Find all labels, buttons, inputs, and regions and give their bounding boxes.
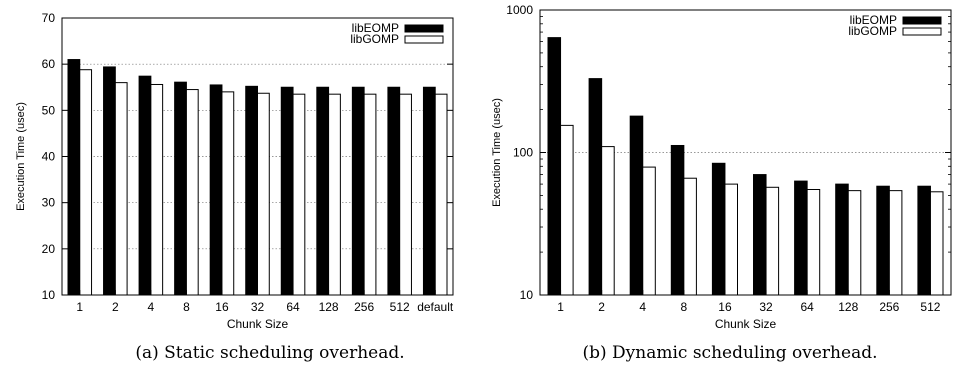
bar-libgomp <box>765 186 780 296</box>
x-tick-label: 32 <box>759 300 773 314</box>
bar-libeomp <box>316 86 330 296</box>
x-tick-label: 64 <box>286 300 300 314</box>
bar-libgomp <box>560 124 574 296</box>
plot-frame <box>61 17 454 296</box>
y-tick-label: 10 <box>520 288 534 302</box>
y-tick-label: 100 <box>513 146 533 160</box>
bar-libeomp <box>753 174 767 296</box>
legend-swatch <box>404 35 444 44</box>
bar-libgomp <box>888 190 903 296</box>
y-tick-label: 1000 <box>506 3 533 17</box>
x-tick-label: 256 <box>879 300 899 314</box>
x-tick-label: 4 <box>148 300 155 314</box>
bar-libgomp <box>150 83 164 296</box>
dynamic-scheduling-chart: 10 100 1000 1 2 4 8 16 32 64 128 256 512 Chunk Size Ex… <box>491 3 952 331</box>
x-tick-label: 64 <box>800 300 814 314</box>
caption-dynamic: (b) Dynamic scheduling overhead. <box>582 343 878 363</box>
bar-libgomp <box>434 93 448 296</box>
plot-frame <box>539 9 952 296</box>
bar-libgomp <box>806 188 821 296</box>
y-tick-label: 40 <box>42 150 56 164</box>
legend-swatch <box>902 27 942 36</box>
bar-libgomp <box>601 146 615 296</box>
bar-libgomp <box>399 93 412 296</box>
static-scheduling-chart: 10 20 30 40 50 60 70 1 2 4 8 16 32 64 128 256 512 default… <box>15 11 454 331</box>
bar-libgomp <box>724 183 739 296</box>
bar-libgomp <box>328 93 341 296</box>
bar-libeomp <box>711 162 726 296</box>
bar-libeomp <box>67 59 81 296</box>
y-tick-label: 70 <box>42 11 56 25</box>
bar-libgomp <box>221 91 235 296</box>
bar-libgomp <box>185 89 199 296</box>
x-axis-label: Chunk Size <box>227 317 289 331</box>
bar-libeomp <box>670 144 685 296</box>
x-tick-label: 512 <box>920 300 940 314</box>
bar-libeomp <box>138 75 152 296</box>
bar-libeomp <box>422 86 436 296</box>
bar-libgomp <box>847 190 862 296</box>
x-tick-label: 128 <box>838 300 858 314</box>
x-tick-label: 1 <box>557 300 564 314</box>
bar-libeomp <box>387 86 401 296</box>
bar-libgomp <box>929 191 944 296</box>
x-tick-label: 16 <box>718 300 732 314</box>
x-tick-label: 2 <box>112 300 119 314</box>
y-tick-label: 30 <box>42 196 56 210</box>
x-tick-label: 2 <box>598 300 605 314</box>
bar-libeomp <box>588 78 603 296</box>
bar-libeomp <box>876 185 890 296</box>
y-tick-label: 20 <box>42 242 56 256</box>
legend-swatch <box>902 16 942 25</box>
legend-label: libEOMP <box>850 13 897 27</box>
x-tick-label: default <box>417 300 454 314</box>
bar-libeomp <box>547 37 562 296</box>
x-tick-label: 16 <box>215 300 229 314</box>
bar-libgomp <box>114 82 128 296</box>
legend-label: libEOMP <box>352 21 399 35</box>
legend-label: libGOMP <box>848 24 897 38</box>
bar-libgomp <box>292 93 306 296</box>
x-tick-label: 256 <box>354 300 374 314</box>
x-tick-label: 128 <box>319 300 339 314</box>
bar-libgomp <box>257 92 270 296</box>
bar-libeomp <box>209 84 223 296</box>
bar-libgomp <box>79 69 93 296</box>
x-tick-label: 4 <box>639 300 646 314</box>
y-axis-label: Execution Time (usec) <box>15 102 27 211</box>
caption-static: (a) Static scheduling overhead. <box>135 343 405 363</box>
legend-label: libGOMP <box>350 32 399 46</box>
x-tick-label: 8 <box>681 300 688 314</box>
x-tick-label: 32 <box>251 300 265 314</box>
bar-libgomp <box>363 93 377 296</box>
x-axis-label: Chunk Size <box>715 317 777 331</box>
bar-libeomp <box>174 81 187 296</box>
y-axis-label: Execution Time (usec) <box>491 98 503 207</box>
y-tick-label: 60 <box>42 57 56 71</box>
bar-libeomp <box>351 86 365 296</box>
bar-libeomp <box>835 183 849 296</box>
x-tick-label: 8 <box>183 300 190 314</box>
bar-libeomp <box>629 115 644 296</box>
y-tick-label: 50 <box>42 103 56 117</box>
bar-libeomp <box>794 180 808 296</box>
bar-libeomp <box>103 66 116 296</box>
x-tick-label: 512 <box>390 300 410 314</box>
bar-libgomp <box>683 177 697 296</box>
bar-libeomp <box>245 85 259 296</box>
bar-libeomp <box>280 86 294 296</box>
y-tick-label: 10 <box>42 288 56 302</box>
bar-libgomp <box>642 166 656 296</box>
bar-libeomp <box>917 185 931 296</box>
x-tick-label: 1 <box>76 300 83 314</box>
legend-swatch <box>404 24 444 33</box>
